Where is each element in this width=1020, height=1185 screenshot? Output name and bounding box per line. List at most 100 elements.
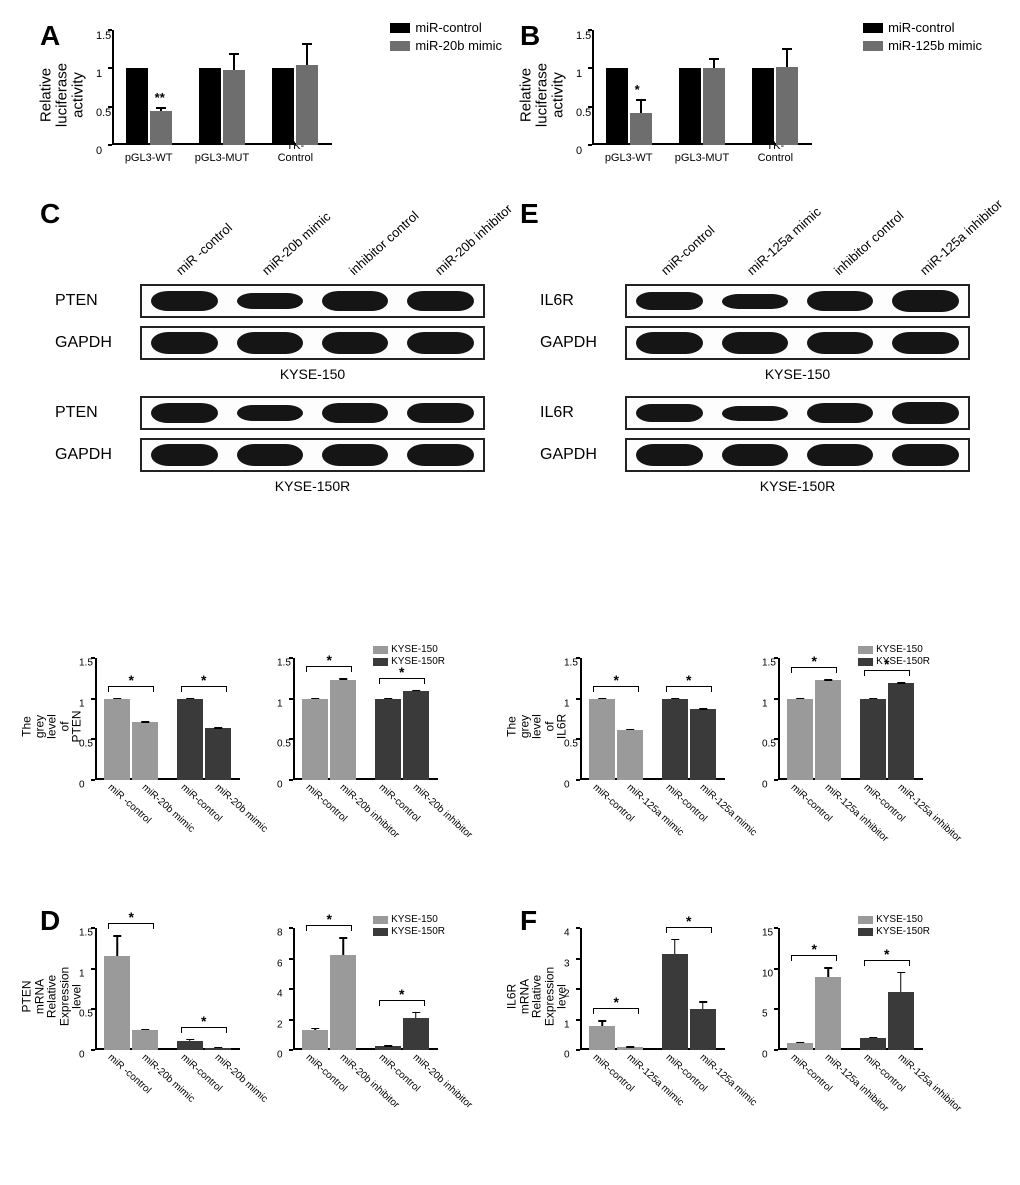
errorbar: [786, 48, 788, 67]
lane: [883, 286, 968, 316]
significance: **: [155, 90, 165, 105]
bar-group: [95, 928, 168, 1050]
bar: [606, 68, 628, 145]
lane: [798, 286, 883, 316]
legend: KYSE-150KYSE-150R: [858, 914, 930, 937]
legend-item: KYSE-150: [373, 914, 445, 925]
xlabels: miR-controlmiR-125a mimicmiR-controlmiR-…: [580, 1050, 725, 1130]
bar: [589, 1026, 615, 1050]
legend-item: miR-control: [390, 20, 502, 35]
ytick: 0.5: [79, 739, 93, 750]
lanes-box: [140, 284, 485, 318]
legend-label: miR-20b mimic: [415, 38, 502, 53]
blot-row: PTEN: [55, 282, 485, 320]
legend-item: KYSE-150: [858, 644, 930, 655]
ytick: 0: [762, 780, 768, 791]
xlabel-group: miR-controlmiR-125a mimic: [580, 780, 653, 860]
ytick: 1: [79, 968, 85, 979]
blot-header: miR-control: [625, 200, 711, 278]
bar: [150, 111, 172, 146]
xlabel: pGL3-WT: [605, 152, 653, 164]
lane: [313, 440, 398, 470]
bar: [888, 683, 914, 780]
ylabel-text: The grey level of IL6R: [506, 714, 569, 739]
bars: [592, 30, 812, 145]
errorbar: [800, 1042, 802, 1043]
lanes-box: [625, 438, 970, 472]
xlabel: miR-125a inhibitor: [895, 1052, 963, 1114]
bar-group: [95, 658, 168, 780]
plot: [293, 658, 438, 780]
blot-row: PTEN: [55, 394, 485, 432]
blot-row-label: IL6R: [540, 404, 625, 422]
small-chart-mrna-F-right: 051015**miR-controlmiR-125a inhibitormiR…: [738, 920, 928, 1130]
errorbar: [306, 43, 308, 64]
ytick: 3: [564, 958, 570, 969]
ytick: 1: [576, 68, 582, 80]
bar: [403, 1018, 429, 1050]
xlabel-group: miR -controlmiR-20b mimic: [95, 1050, 168, 1130]
legend-item: KYSE-150R: [373, 656, 445, 667]
bar-group: [580, 928, 653, 1050]
bar-group: [580, 658, 653, 780]
errorbar: [160, 107, 162, 111]
xlabels: miR -controlmiR-20b mimicmiR-controlmiR-…: [95, 780, 240, 860]
ylabel-text: The grey level of PTEN: [21, 710, 84, 742]
bar: [223, 70, 245, 145]
small-chart-mrna-D-left: PTEN mRNA Relative Expression level00.51…: [55, 920, 245, 1130]
band: [807, 403, 873, 422]
blot-E: miR-controlmiR-125a mimicinhibitor contr…: [540, 200, 970, 506]
band: [407, 444, 473, 465]
blot-header: inhibitor control: [798, 200, 884, 278]
ytick: 10: [762, 968, 773, 979]
panel-label-F: F: [520, 905, 537, 937]
legend-item: KYSE-150: [373, 644, 445, 655]
lane: [883, 440, 968, 470]
ylabel-text: IL6R mRNA Relative Expression level: [506, 967, 569, 1026]
ytick: 0: [96, 145, 102, 157]
band: [636, 332, 702, 353]
blot-row-label: GAPDH: [540, 446, 625, 464]
panel-label-E: E: [520, 198, 539, 230]
band: [892, 290, 958, 311]
errorbar: [900, 682, 902, 683]
band: [322, 291, 388, 311]
xlabel: pGL3-WT: [125, 152, 173, 164]
bar: [630, 113, 652, 145]
band: [407, 332, 473, 353]
band: [636, 404, 702, 423]
lanes-box: [140, 438, 485, 472]
lane: [712, 286, 797, 316]
bar: [177, 699, 203, 780]
ytick: 5: [762, 1009, 768, 1020]
legend-label: KYSE-150: [876, 644, 923, 655]
ytick: 0: [564, 1050, 570, 1061]
ytick: 0.5: [79, 1009, 93, 1020]
bar: [302, 1030, 328, 1050]
bar: [617, 730, 643, 780]
bar: [662, 954, 688, 1050]
ytick: 0.5: [762, 739, 776, 750]
lane: [627, 398, 712, 428]
bar-group: [293, 658, 366, 780]
small-chart-grey-E-left: The grey level of IL6R00.511.5**miR-cont…: [540, 650, 730, 860]
legend-item: KYSE-150R: [858, 926, 930, 937]
ytick: 15: [762, 928, 773, 939]
band: [237, 405, 303, 422]
bar: [787, 699, 813, 780]
ytick: 2: [277, 1019, 283, 1030]
plot: [95, 928, 240, 1050]
ytick: 1: [762, 698, 768, 709]
band: [892, 444, 958, 465]
bar-group: [168, 928, 241, 1050]
errorbar: [315, 698, 317, 699]
xlabel-group: miR-controlmiR-125a mimic: [653, 1050, 726, 1130]
errorbar: [674, 939, 676, 954]
legend-label: KYSE-150R: [391, 656, 445, 667]
band: [892, 402, 958, 423]
blot-row-label: PTEN: [55, 292, 140, 310]
bar-group: [599, 68, 659, 145]
ytick: 1: [277, 698, 283, 709]
legend-label: miR-control: [888, 20, 954, 35]
xlabels: miR-controlmiR-20b inhibitormiR-controlm…: [293, 780, 438, 860]
